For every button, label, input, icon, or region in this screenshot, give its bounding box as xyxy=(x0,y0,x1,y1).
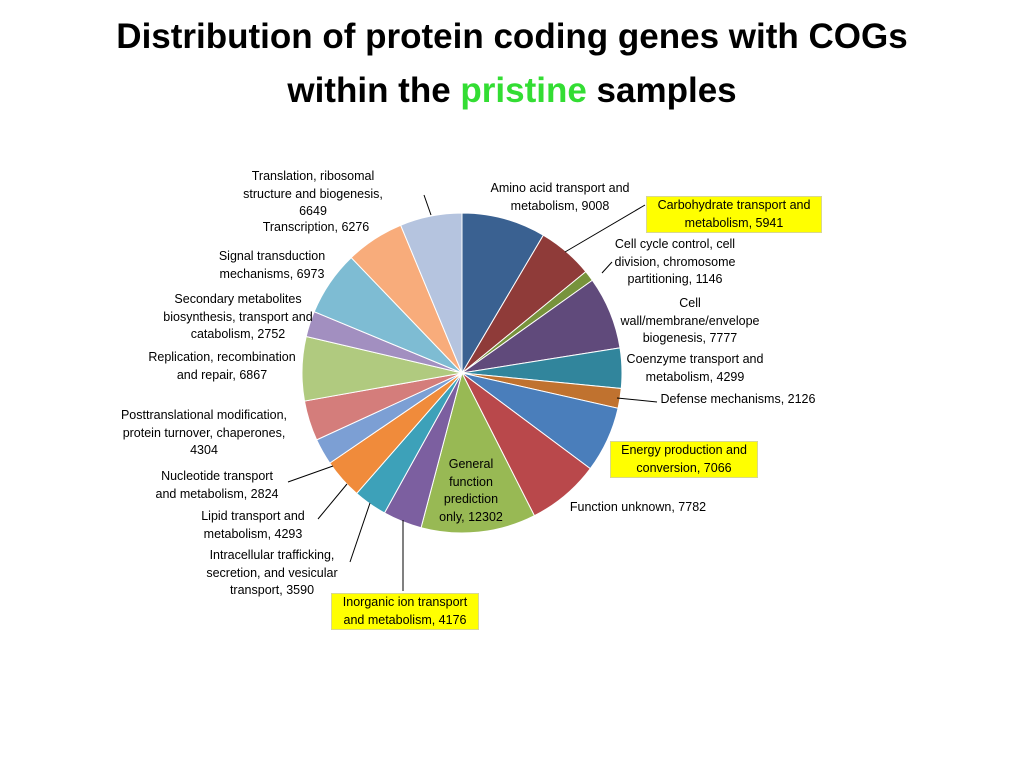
data-label: Amino acid transport and metabolism, 900… xyxy=(490,181,630,213)
data-label: Nucleotide transport and metabolism, 282… xyxy=(155,469,279,501)
data-label: Replication, recombination and repair, 6… xyxy=(148,350,296,382)
data-label: Function unknown, 7782 xyxy=(569,500,707,514)
data-label: Defense mechanisms, 2126 xyxy=(660,392,816,406)
data-label: Transcription, 6276 xyxy=(262,220,370,234)
data-label: Inorganic ion transport and metabolism, … xyxy=(331,593,479,630)
data-label: Posttranslational modification, protein … xyxy=(120,408,288,457)
pie-slice xyxy=(461,212,545,375)
pie-slice xyxy=(399,212,463,374)
title-part: Distribution of protein coding genes wit… xyxy=(116,17,908,56)
data-label: Cell cycle control, cell division, chrom… xyxy=(614,237,736,286)
data-label: Translation, ribosomal structure and bio… xyxy=(243,169,383,218)
data-label: Cell wall/membrane/envelope biogenesis, … xyxy=(620,296,760,345)
leader-line xyxy=(287,465,334,483)
title-part: samples xyxy=(586,71,737,110)
data-label: Signal transduction mechanisms, 6973 xyxy=(218,249,326,281)
data-label: Intracellular trafficking, secretion, an… xyxy=(206,548,338,597)
pie-slice xyxy=(420,371,536,534)
leader-line xyxy=(601,261,613,274)
title-part: pristine xyxy=(460,71,587,110)
title: Distribution of protein coding genes wit… xyxy=(0,10,1024,118)
data-label: Energy production and conversion, 7066 xyxy=(610,441,758,478)
leader-line xyxy=(616,397,658,403)
data-label: Coenzyme transport and metabolism, 4299 xyxy=(626,352,764,384)
leader-line xyxy=(317,483,348,520)
data-label: Carbohydrate transport and metabolism, 5… xyxy=(646,196,822,233)
data-label: General function prediction only, 12302 xyxy=(439,457,503,524)
data-label: Lipid transport and metabolism, 4293 xyxy=(201,509,305,541)
leader-line xyxy=(423,194,432,216)
title-part: within the xyxy=(287,71,461,110)
leader-line xyxy=(564,204,646,253)
leader-line xyxy=(349,502,371,563)
data-label: Secondary metabolites biosynthesis, tran… xyxy=(163,292,313,341)
